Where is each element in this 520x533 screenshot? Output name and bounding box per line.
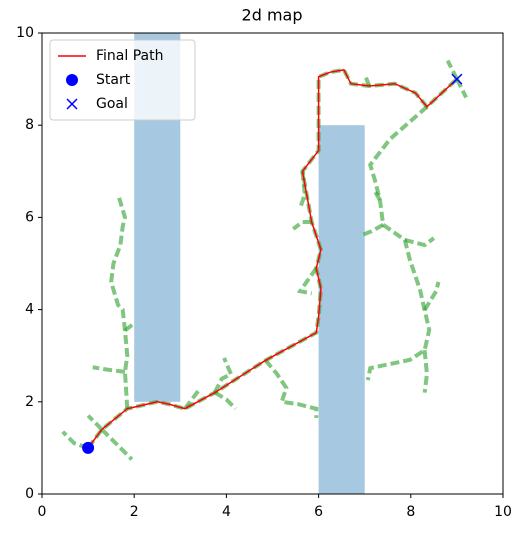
tree-branch bbox=[455, 78, 468, 99]
legend-marker bbox=[66, 74, 78, 86]
tree-branch bbox=[422, 349, 429, 393]
tree-branch bbox=[372, 188, 382, 201]
legend-label: Final Path bbox=[96, 48, 163, 64]
point bbox=[451, 73, 463, 85]
x-tick-label: 6 bbox=[314, 504, 323, 520]
tree-branch bbox=[365, 105, 432, 381]
final-path bbox=[87, 69, 458, 449]
y-tick-label: 0 bbox=[25, 486, 34, 502]
tree-branch bbox=[92, 365, 126, 374]
tree-branch bbox=[445, 59, 459, 80]
chart-title: 2d map bbox=[242, 6, 303, 25]
point bbox=[82, 441, 95, 454]
x-tick-label: 4 bbox=[222, 504, 231, 520]
legend-marker bbox=[66, 98, 78, 110]
y-tick-label: 10 bbox=[16, 25, 34, 41]
legend: Final Path Start Goal bbox=[49, 39, 196, 121]
tree-branch bbox=[213, 357, 234, 394]
tree-branch bbox=[264, 359, 319, 418]
tree-branch bbox=[123, 321, 136, 332]
x-tick-label: 0 bbox=[38, 504, 47, 520]
tree-branch bbox=[86, 414, 104, 431]
y-tick-label: 4 bbox=[25, 302, 34, 318]
tree-branch bbox=[292, 220, 312, 231]
legend-box bbox=[49, 39, 196, 121]
plot-frame bbox=[41, 32, 504, 495]
tree-branch bbox=[213, 390, 238, 411]
x-tick-label: 2 bbox=[130, 504, 139, 520]
tree-branch bbox=[404, 236, 436, 248]
tree-branch bbox=[100, 428, 134, 461]
obstacle bbox=[318, 125, 365, 494]
x-tick-label: 10 bbox=[494, 504, 512, 520]
tree-branch bbox=[362, 73, 372, 87]
y-tick-label: 2 bbox=[25, 394, 34, 410]
y-tick-label: 8 bbox=[25, 117, 34, 133]
tree-branch bbox=[183, 389, 201, 410]
tree-branch bbox=[359, 223, 385, 238]
legend-label: Goal bbox=[96, 96, 128, 112]
tree-branch bbox=[296, 266, 318, 296]
legend-label: Start bbox=[96, 72, 131, 88]
tree-branch bbox=[109, 193, 130, 409]
y-tick-label: 6 bbox=[25, 209, 34, 225]
x-tick-label: 8 bbox=[406, 504, 415, 520]
tree-branch bbox=[422, 281, 441, 312]
